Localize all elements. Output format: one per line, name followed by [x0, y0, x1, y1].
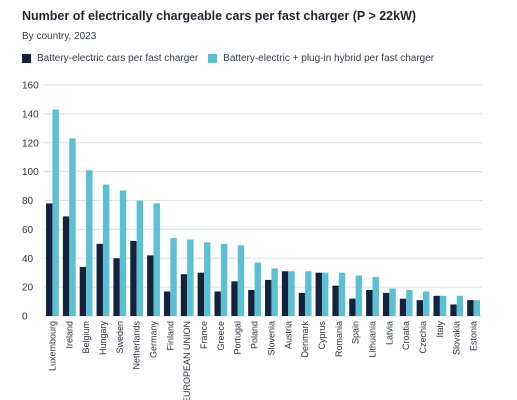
x-tick-label: Poland: [250, 321, 260, 349]
bar-bev: [248, 290, 254, 316]
x-tick-label: Romania: [334, 321, 344, 357]
y-tick-label: 40: [22, 254, 34, 265]
bar-phev: [238, 245, 244, 316]
bar-bev: [113, 258, 119, 316]
bar-bev: [80, 267, 86, 316]
x-tick-label: Latvia: [384, 321, 394, 345]
bar-phev: [137, 201, 143, 317]
x-tick-label: France: [199, 321, 209, 349]
bar-phev: [271, 268, 277, 316]
x-tick-label: Germany: [149, 321, 159, 359]
x-tick-label: Luxembourg: [47, 321, 57, 371]
bar-bev: [467, 300, 473, 316]
y-tick-label: 0: [22, 312, 28, 323]
bar-bev: [231, 281, 237, 316]
bar-bev: [46, 203, 52, 316]
bar-phev: [103, 185, 109, 316]
bar-phev: [356, 276, 362, 316]
bar-bev: [299, 293, 305, 316]
bar-bev: [349, 299, 355, 316]
x-tick-label: Hungary: [98, 321, 108, 356]
bar-phev: [154, 203, 160, 316]
y-tick-label: 60: [22, 225, 34, 236]
bar-phev: [221, 244, 227, 316]
x-tick-label: Netherlands: [132, 321, 142, 370]
x-tick-label: Greece: [216, 321, 226, 351]
x-tick-label: Cyprus: [317, 321, 327, 350]
bar-bev: [316, 273, 322, 316]
bar-phev: [187, 239, 193, 316]
bar-phev: [406, 290, 412, 316]
x-tick-label: Croatia: [401, 321, 411, 350]
bar-bev: [97, 244, 103, 316]
bar-phev: [69, 138, 75, 316]
bar-phev: [170, 238, 176, 316]
x-tick-label: Austria: [283, 321, 293, 349]
x-tick-label: Slovakia: [452, 321, 462, 355]
bar-bev: [450, 304, 456, 316]
y-tick-label: 100: [22, 167, 39, 178]
x-tick-label: Ireland: [64, 321, 74, 349]
y-tick-label: 160: [22, 81, 39, 92]
bar-bev: [265, 280, 271, 316]
bar-phev: [204, 242, 210, 316]
x-tick-label: Slovenia: [266, 321, 276, 356]
x-tick-label: Estonia: [469, 321, 479, 351]
x-tick-label: Spain: [351, 321, 361, 344]
bar-bev: [332, 286, 338, 316]
bar-phev: [52, 110, 58, 316]
bar-phev: [423, 291, 429, 316]
x-tick-label: Portugal: [233, 321, 243, 355]
x-tick-label: Sweden: [115, 321, 125, 354]
bar-phev: [305, 271, 311, 316]
bar-phev: [288, 271, 294, 316]
bar-bev: [417, 300, 423, 316]
x-tick-label: Czechia: [418, 321, 428, 354]
bar-phev: [86, 170, 92, 316]
bar-bev: [130, 241, 136, 316]
bar-phev: [389, 289, 395, 316]
y-tick-label: 140: [22, 109, 39, 120]
x-tick-label: Finland: [165, 321, 175, 351]
x-tick-label: EUROPEAN UNION: [182, 321, 192, 400]
bar-bev: [164, 291, 170, 316]
x-tick-label: Belgium: [81, 321, 91, 354]
x-tick-label: Lithuania: [368, 321, 378, 358]
bar-phev: [457, 296, 463, 316]
bar-bev: [198, 273, 204, 316]
bar-bev: [282, 271, 288, 316]
bar-bev: [63, 216, 69, 316]
bar-phev: [322, 273, 328, 316]
y-tick-label: 120: [22, 138, 39, 149]
bar-phev: [373, 277, 379, 316]
bar-bev: [433, 296, 439, 316]
bar-bev: [400, 299, 406, 316]
x-tick-label: Denmark: [300, 321, 310, 358]
y-tick-label: 20: [22, 283, 34, 294]
bar-phev: [440, 296, 446, 316]
bar-phev: [120, 190, 126, 316]
bar-phev: [339, 273, 345, 316]
bar-bev: [383, 293, 389, 316]
x-tick-label: Italy: [435, 321, 445, 338]
y-tick-label: 80: [22, 196, 34, 207]
bar-bev: [181, 274, 187, 316]
bar-bev: [214, 291, 220, 316]
bar-bev: [147, 255, 153, 316]
bar-phev: [474, 300, 480, 316]
bar-phev: [255, 263, 261, 316]
bar-bev: [366, 290, 372, 316]
